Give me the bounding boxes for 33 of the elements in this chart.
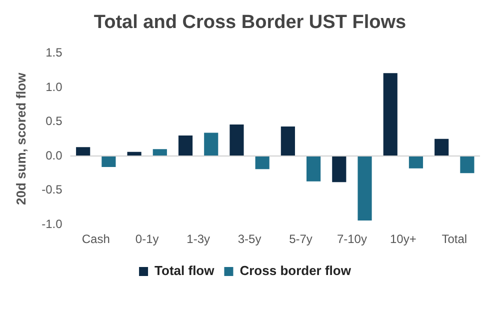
- x-tick-label: 1-3y: [186, 232, 210, 246]
- x-tick-label: 5-7y: [289, 232, 312, 246]
- x-tick-label: Total: [442, 232, 468, 246]
- y-tick-label: 0.5: [46, 114, 63, 128]
- bar: [204, 132, 218, 156]
- bar: [280, 126, 295, 156]
- bar: [460, 156, 474, 174]
- bar: [434, 138, 449, 156]
- bar: [230, 124, 244, 156]
- bar: [306, 156, 321, 182]
- bar: [178, 135, 193, 156]
- x-tick-label: 3-5y: [238, 232, 262, 246]
- chart-title: Total and Cross Border UST Flows: [92, 12, 408, 35]
- bar: [255, 156, 270, 170]
- bar: [332, 156, 346, 182]
- y-tick-label: 0.0: [46, 148, 63, 162]
- y-tick-label: 1.0: [46, 80, 63, 94]
- bar: [152, 149, 167, 156]
- x-tick-label: Cash: [82, 232, 110, 246]
- bar: [76, 147, 90, 156]
- legend-label: Cross border flow: [240, 263, 352, 278]
- x-tick-label: 7-10y: [336, 232, 367, 246]
- y-tick-label: 1.5: [46, 46, 63, 60]
- bar: [358, 156, 372, 220]
- legend-label: Total flow: [154, 263, 216, 278]
- y-axis-title: 20d sum, scored flow: [13, 72, 28, 205]
- x-tick-label: 10y+: [390, 232, 416, 246]
- y-tick-label: -1.0: [42, 216, 63, 231]
- bar: [102, 156, 116, 168]
- x-tick-label: 0-1y: [135, 232, 159, 246]
- bar: [408, 156, 424, 168]
- bar: [383, 73, 398, 156]
- y-tick-label: -0.5: [42, 182, 63, 197]
